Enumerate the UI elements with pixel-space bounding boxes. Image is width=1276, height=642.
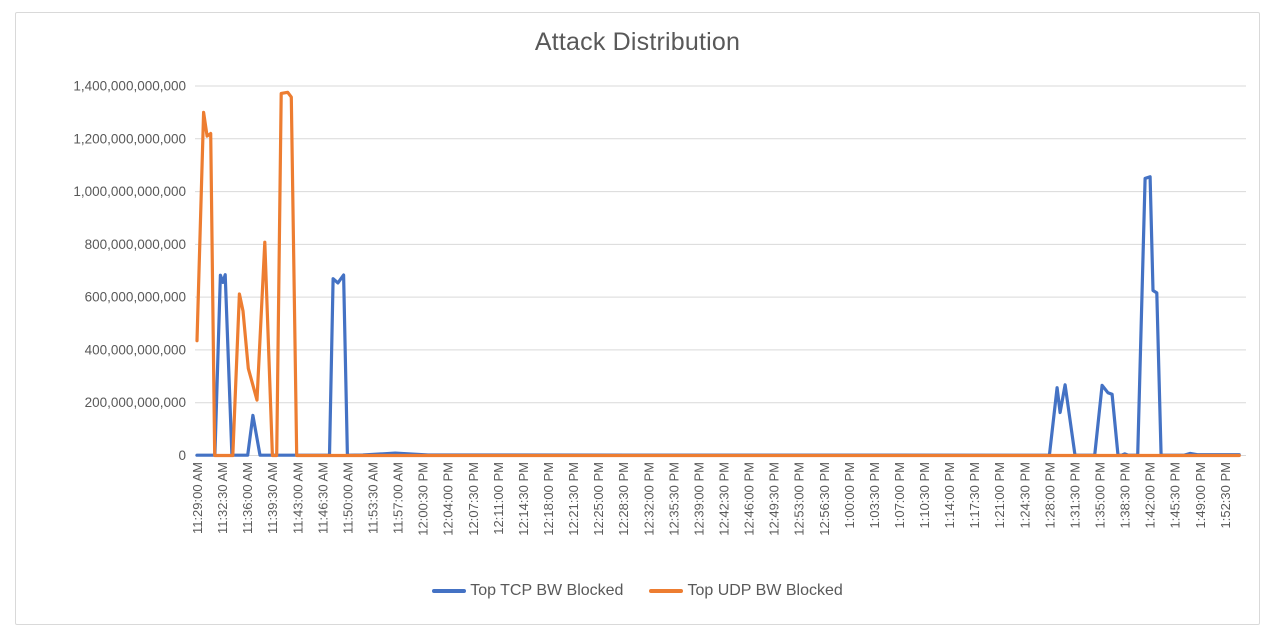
legend-label-udp: Top UDP BW Blocked — [687, 582, 843, 599]
x-axis-tick-label: 1:35:00 PM — [1093, 462, 1108, 529]
y-axis-tick-label: 200,000,000,000 — [85, 395, 186, 410]
y-axis-tick-label: 400,000,000,000 — [85, 342, 186, 357]
x-axis-tick-label: 1:24:30 PM — [1017, 462, 1032, 529]
x-axis-tick-label: 11:39:30 AM — [265, 462, 280, 534]
x-axis-tick-label: 12:53:00 PM — [792, 462, 807, 536]
x-axis-tick-label: 1:03:30 PM — [867, 462, 882, 529]
x-axis-tick-label: 12:32:00 PM — [641, 462, 656, 536]
x-axis-tick-label: 1:45:30 PM — [1168, 462, 1183, 529]
legend-item-udp: Top UDP BW Blocked — [649, 582, 843, 600]
x-axis-tick-label: 12:11:00 PM — [491, 462, 506, 535]
x-axis-tick-label: 12:21:30 PM — [566, 462, 581, 536]
x-axis-tick-label: 11:29:00 AM — [190, 462, 205, 534]
legend-swatch-tcp-line — [432, 589, 467, 593]
legend-item-tcp: Top TCP BW Blocked — [432, 582, 623, 600]
x-axis-tick-label: 1:07:00 PM — [892, 462, 907, 529]
x-axis-tick-label: 1:31:30 PM — [1067, 462, 1082, 529]
x-axis-tick-label: 12:49:30 PM — [767, 462, 782, 536]
y-axis-tick-label: 1,200,000,000,000 — [73, 131, 186, 146]
series-line-top-udp-bw-blocked — [195, 90, 1241, 458]
x-axis-tick-label: 11:53:30 AM — [365, 462, 380, 534]
x-axis-tick-label: 12:00:30 PM — [416, 462, 431, 536]
x-axis-tick-label: 1:21:00 PM — [992, 462, 1007, 529]
x-axis-tick-label: 11:36:00 AM — [240, 462, 255, 534]
x-axis-tick-label: 1:00:00 PM — [842, 462, 857, 529]
x-axis-tick-label: 11:50:00 AM — [340, 462, 355, 534]
x-axis-tick-label: 1:17:30 PM — [967, 462, 982, 529]
legend-label-tcp: Top TCP BW Blocked — [470, 582, 624, 599]
series-line-top-tcp-bw-blocked — [195, 175, 1241, 457]
x-axis-tick-label: 12:25:00 PM — [591, 462, 606, 536]
x-axis-tick-label: 12:46:00 PM — [742, 462, 757, 536]
x-axis-tick-label: 12:39:00 PM — [691, 462, 706, 536]
x-axis-tick-label: 1:49:00 PM — [1193, 462, 1208, 529]
legend-swatch-udp-line — [649, 589, 684, 593]
y-axis-tick-label: 600,000,000,000 — [85, 290, 186, 305]
x-axis-tick-label: 12:07:30 PM — [466, 462, 481, 536]
x-axis-tick-label: 12:14:30 PM — [516, 462, 531, 536]
x-axis-tick-label: 12:42:30 PM — [716, 462, 731, 536]
x-axis-tick-label: 1:10:30 PM — [917, 462, 932, 529]
x-axis-tick-label: 12:28:30 PM — [616, 462, 631, 536]
x-axis-tick-label: 12:56:30 PM — [817, 462, 832, 536]
x-axis-tick-label: 1:52:30 PM — [1218, 462, 1233, 529]
y-axis-tick-label: 800,000,000,000 — [85, 237, 186, 252]
chart-legend: Top TCP BW Blocked Top UDP BW Blocked — [15, 582, 1260, 600]
x-axis-tick-label: 1:14:00 PM — [942, 462, 957, 529]
y-axis-tick-label: 1,000,000,000,000 — [73, 184, 186, 199]
x-axis-tick-label: 1:28:00 PM — [1042, 462, 1057, 529]
x-axis-tick-label: 11:32:30 AM — [215, 462, 230, 534]
x-axis-tick-label: 12:04:00 PM — [441, 462, 456, 536]
x-axis-tick-label: 11:46:30 AM — [315, 462, 330, 534]
x-axis-tick-label: 11:43:00 AM — [290, 462, 305, 534]
x-axis-tick-label: 12:18:00 PM — [541, 462, 556, 536]
x-axis-tick-label: 11:57:00 AM — [391, 462, 406, 534]
y-axis-tick-label: 1,400,000,000,000 — [73, 79, 186, 94]
chart-frame — [15, 12, 1260, 625]
x-axis-tick-label: 1:38:30 PM — [1118, 462, 1133, 529]
y-axis-tick-label: 0 — [178, 448, 186, 463]
x-axis-tick-label: 1:42:00 PM — [1143, 462, 1158, 529]
chart-title: Attack Distribution — [534, 28, 741, 56]
x-axis-tick-label: 12:35:30 PM — [666, 462, 681, 536]
